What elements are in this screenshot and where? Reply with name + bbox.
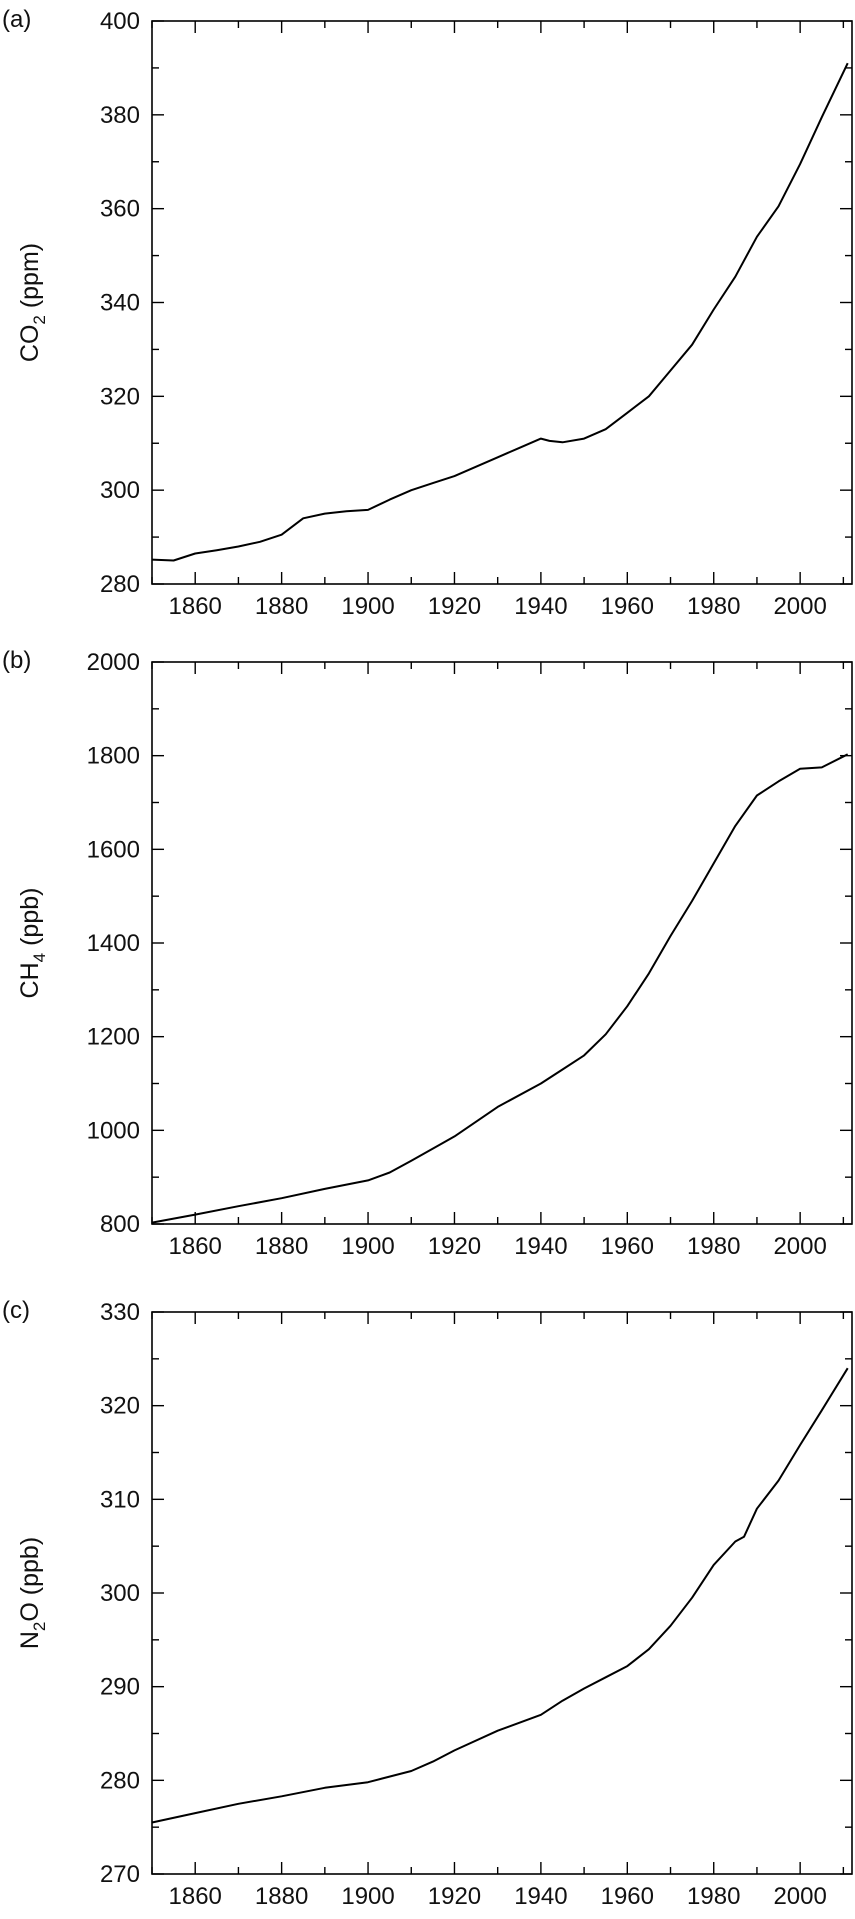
panel-label: (c) (2, 1297, 30, 1324)
chart-panel: 1860 1880 1900 1920 1940 1960 1980 2000 800 1000 1… (2, 647, 853, 1260)
x-tick-label: 1880 (255, 593, 308, 620)
x-tick-label: 1940 (514, 1883, 567, 1910)
x-tick-label: 1920 (428, 593, 481, 620)
plot-frame (151, 1311, 853, 1875)
y-tick-label: 290 (100, 1674, 140, 1701)
x-tick-label: 1980 (687, 1233, 740, 1260)
y-tick-label: 330 (100, 1299, 140, 1326)
y-tick-label: 360 (100, 196, 140, 223)
y-tick-label: 310 (100, 1486, 140, 1513)
y-axis-title: N2O (ppb) (16, 1537, 49, 1649)
series-line (151, 1367, 849, 1824)
x-tick-label: 1960 (601, 1883, 654, 1910)
y-tick-label: 1800 (87, 743, 140, 770)
y-tick-label: 1600 (87, 836, 140, 863)
y-tick-label: 1200 (87, 1024, 140, 1051)
x-tick-label: 1980 (687, 1883, 740, 1910)
x-tick-label: 1880 (255, 1233, 308, 1260)
y-tick-label: 320 (100, 1393, 140, 1420)
plot-frame (151, 20, 853, 585)
y-tick-label: 270 (100, 1861, 140, 1888)
x-tick-label: 1860 (169, 1233, 222, 1260)
y-axis-title: CO2 (ppm) (16, 243, 49, 362)
x-tick-label: 1960 (601, 593, 654, 620)
chart-panel: 1860 1880 1900 1920 1940 1960 1980 2000 270 280 29… (2, 1297, 853, 1910)
x-tick-label: 1920 (428, 1233, 481, 1260)
y-tick-label: 1000 (87, 1117, 140, 1144)
y-tick-label: 1400 (87, 930, 140, 957)
y-tick-label: 2000 (87, 649, 140, 676)
y-tick-label: 300 (100, 1580, 140, 1607)
x-tick-label: 2000 (773, 1233, 826, 1260)
plot-frame (151, 661, 853, 1225)
y-tick-label: 300 (100, 477, 140, 504)
series-line (151, 753, 849, 1224)
y-tick-label: 320 (100, 383, 140, 410)
x-tick-label: 1960 (601, 1233, 654, 1260)
y-tick-label: 400 (100, 8, 140, 35)
y-axis-title: CH4 (ppb) (16, 888, 49, 999)
x-tick-label: 1860 (169, 1883, 222, 1910)
panel-label: (b) (2, 647, 31, 674)
x-tick-label: 1860 (169, 593, 222, 620)
y-tick-label: 280 (100, 1767, 140, 1794)
y-tick-label: 800 (100, 1211, 140, 1238)
x-tick-label: 1900 (341, 1233, 394, 1260)
x-tick-label: 1880 (255, 1883, 308, 1910)
series-line (151, 62, 849, 562)
x-tick-label: 1940 (514, 1233, 567, 1260)
y-tick-label: 340 (100, 290, 140, 317)
y-tick-label: 380 (100, 102, 140, 129)
y-tick-label: 280 (100, 571, 140, 598)
x-tick-label: 2000 (773, 593, 826, 620)
x-tick-label: 1980 (687, 593, 740, 620)
panel-label: (a) (2, 6, 31, 33)
x-tick-label: 1900 (341, 593, 394, 620)
x-tick-label: 1900 (341, 1883, 394, 1910)
x-tick-label: 2000 (773, 1883, 826, 1910)
x-tick-label: 1940 (514, 593, 567, 620)
chart-panel: 1860 1880 1900 1920 1940 1960 1980 2000 280 300 32… (2, 6, 853, 620)
x-tick-label: 1920 (428, 1883, 481, 1910)
